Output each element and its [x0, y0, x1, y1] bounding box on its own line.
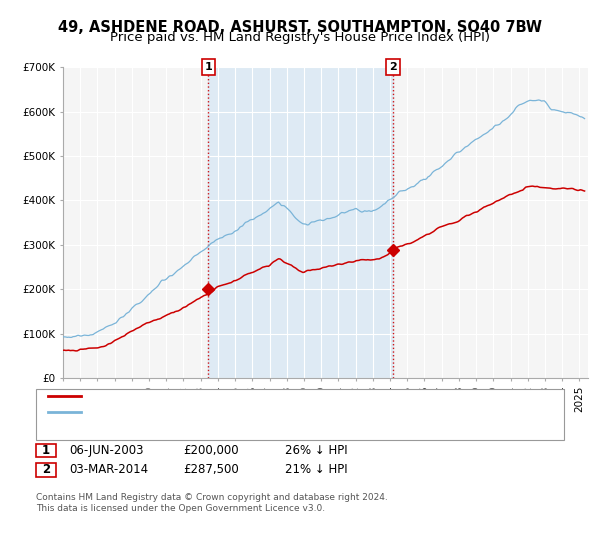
Text: 49, ASHDENE ROAD, ASHURST, SOUTHAMPTON, SO40 7BW (detached house): 49, ASHDENE ROAD, ASHURST, SOUTHAMPTON, …	[87, 391, 520, 402]
Text: Price paid vs. HM Land Registry's House Price Index (HPI): Price paid vs. HM Land Registry's House …	[110, 31, 490, 44]
Text: HPI: Average price, detached house, New Forest: HPI: Average price, detached house, New …	[87, 407, 355, 417]
Text: £200,000: £200,000	[183, 444, 239, 457]
Bar	[208, 67, 393, 378]
Text: This data is licensed under the Open Government Licence v3.0.: This data is licensed under the Open Gov…	[36, 504, 325, 513]
Text: 21% ↓ HPI: 21% ↓ HPI	[285, 463, 347, 477]
Text: 1: 1	[42, 444, 50, 457]
Text: 1: 1	[205, 62, 212, 72]
Text: 49, ASHDENE ROAD, ASHURST, SOUTHAMPTON, SO40 7BW: 49, ASHDENE ROAD, ASHURST, SOUTHAMPTON, …	[58, 20, 542, 35]
Text: 2: 2	[389, 62, 397, 72]
Text: Contains HM Land Registry data © Crown copyright and database right 2024.: Contains HM Land Registry data © Crown c…	[36, 493, 388, 502]
Text: £287,500: £287,500	[183, 463, 239, 477]
Text: 06-JUN-2003: 06-JUN-2003	[69, 444, 143, 457]
Text: 2: 2	[42, 463, 50, 477]
Text: 03-MAR-2014: 03-MAR-2014	[69, 463, 148, 477]
Text: 26% ↓ HPI: 26% ↓ HPI	[285, 444, 347, 457]
